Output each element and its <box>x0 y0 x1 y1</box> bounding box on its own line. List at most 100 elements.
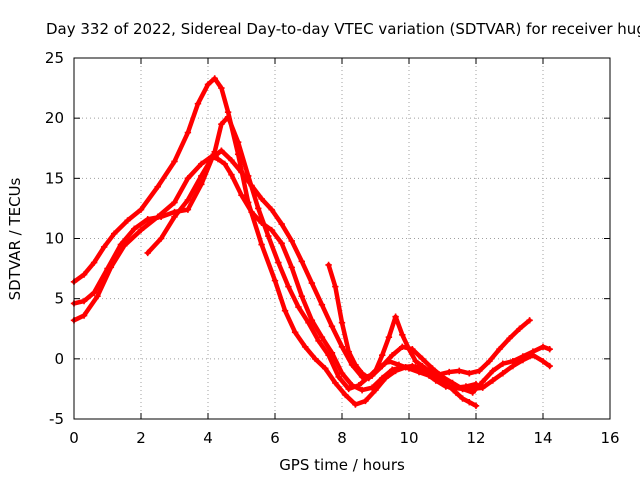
data-point-marker <box>338 343 346 350</box>
data-point-marker <box>258 195 265 202</box>
data-point-marker <box>295 303 302 311</box>
data-point-marker <box>345 385 352 393</box>
data-point-marker <box>368 384 376 391</box>
data-point-marker <box>399 343 406 350</box>
chart-grid <box>74 58 610 419</box>
x-tick-label: 2 <box>136 429 146 447</box>
data-point-marker <box>466 370 473 377</box>
data-point-marker <box>446 383 453 390</box>
data-point-marker <box>211 75 218 82</box>
data-point-marker <box>184 129 192 136</box>
data-point-marker <box>338 370 346 377</box>
data-point-marker <box>362 397 369 405</box>
x-tick-label: 12 <box>466 429 485 447</box>
data-point-marker <box>379 352 386 359</box>
x-axis-label: GPS time / hours <box>279 456 405 474</box>
data-point-marker <box>399 331 406 338</box>
data-point-marker <box>171 158 178 165</box>
data-point-marker <box>194 100 202 107</box>
data-point-marker <box>218 120 225 128</box>
data-point-marker <box>228 171 235 178</box>
x-tick-label: 6 <box>270 429 280 447</box>
data-point-marker <box>111 230 118 237</box>
data-point-marker <box>301 343 309 350</box>
data-point-marker <box>154 183 161 190</box>
data-point-marker <box>379 362 386 370</box>
data-point-marker <box>328 349 336 357</box>
data-point-marker <box>452 389 460 396</box>
data-point-marker <box>144 216 151 223</box>
data-point-marker <box>392 313 399 320</box>
data-point-marker <box>335 373 342 381</box>
data-point-marker <box>90 259 98 266</box>
y-tick-label: -5 <box>49 410 64 428</box>
data-point-marker <box>479 378 486 385</box>
series-track-2 <box>70 113 533 393</box>
data-point-marker <box>425 367 433 375</box>
data-point-marker <box>372 367 379 375</box>
data-point-marker <box>315 337 322 344</box>
data-point-marker <box>224 113 232 121</box>
data-point-marker <box>358 386 366 394</box>
data-point-marker <box>328 323 336 330</box>
data-point-marker <box>285 283 292 290</box>
data-point-marker <box>265 232 272 240</box>
data-point-marker <box>446 368 453 376</box>
data-point-marker <box>184 206 192 213</box>
y-tick-label: 20 <box>45 109 64 127</box>
data-point-marker <box>100 243 108 251</box>
data-point-marker <box>352 361 359 369</box>
data-point-marker <box>496 346 503 353</box>
data-point-marker <box>486 358 493 365</box>
data-point-marker <box>238 191 245 199</box>
data-point-marker <box>546 362 553 370</box>
data-point-marker <box>288 264 295 271</box>
data-point-marker <box>539 343 547 350</box>
data-point-marker <box>385 333 393 341</box>
data-point-marker <box>476 367 483 375</box>
data-point-marker <box>389 366 396 373</box>
data-point-marker <box>281 307 289 314</box>
data-point-marker <box>439 377 446 384</box>
x-tick-label: 4 <box>203 429 213 447</box>
data-point-marker <box>291 329 299 336</box>
data-point-marker <box>479 384 486 391</box>
data-point-marker <box>308 279 316 287</box>
data-point-marker <box>121 242 128 249</box>
series-track-4 <box>144 147 553 396</box>
data-point-marker <box>137 226 145 234</box>
x-tick-label: 10 <box>399 429 418 447</box>
data-point-marker <box>228 157 235 164</box>
data-point-marker <box>379 374 386 382</box>
data-point-marker <box>80 312 88 319</box>
data-point-marker <box>459 395 466 402</box>
data-point-marker <box>338 319 346 326</box>
data-point-marker <box>332 283 339 290</box>
data-point-marker <box>271 277 279 284</box>
data-point-marker <box>80 297 88 305</box>
data-point-marker <box>171 199 178 206</box>
data-point-marker <box>238 169 245 176</box>
data-point-marker <box>298 258 305 265</box>
data-point-marker <box>456 367 463 375</box>
data-point-marker <box>90 289 98 296</box>
data-point-marker <box>432 372 439 379</box>
data-point-marker <box>332 379 339 387</box>
y-tick-label: 25 <box>45 49 64 67</box>
data-point-marker <box>221 160 228 168</box>
data-point-marker <box>352 401 359 408</box>
data-point-marker <box>198 160 205 168</box>
series-band <box>71 114 532 392</box>
data-point-marker <box>107 264 115 271</box>
data-point-marker <box>342 391 349 399</box>
data-point-marker <box>409 362 416 370</box>
data-point-marker <box>499 370 506 377</box>
data-point-marker <box>214 155 222 163</box>
x-tick-label: 8 <box>337 429 347 447</box>
axis-ticks: 0 2 4 6 8 10 12 14 16 -5 0 5 10 15 20 25 <box>45 49 620 447</box>
data-point-marker <box>157 235 165 242</box>
data-point-marker <box>539 358 547 365</box>
data-point-marker <box>94 293 101 300</box>
data-point-marker <box>171 213 178 221</box>
